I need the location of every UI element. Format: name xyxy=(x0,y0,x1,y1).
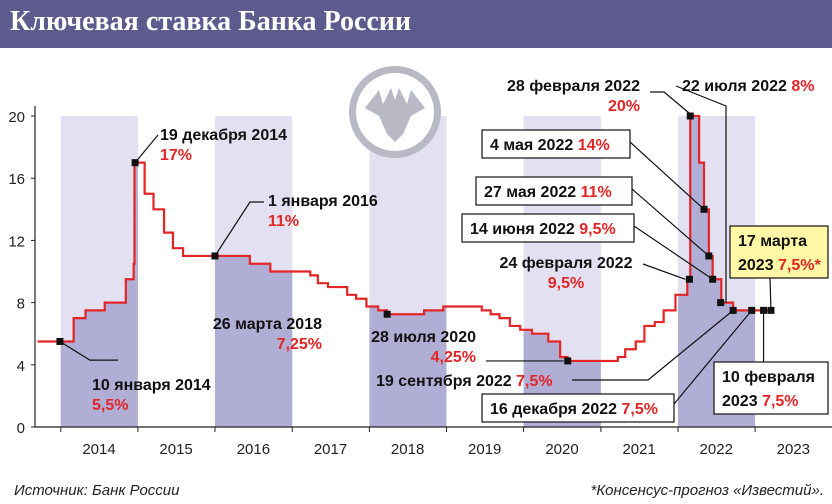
annot-2022-02-24-date: 24 февраля 2022 xyxy=(500,255,633,272)
leader-2022-02-28 xyxy=(650,91,691,115)
header-bar: Ключевая ставка Банка России xyxy=(0,0,832,48)
annot-2022-07-date: 22 июля 2022 8% xyxy=(682,78,814,95)
leader-2014-12 xyxy=(134,134,159,164)
leader-2022-05-27 xyxy=(631,188,710,257)
page-title: Ключевая ставка Банка России xyxy=(10,6,412,37)
annot-2022-02-28-value: 20% xyxy=(608,98,640,115)
x-tick-label: 2018 xyxy=(391,441,424,458)
x-tick-label: 2020 xyxy=(545,441,578,458)
marker-2022-07 xyxy=(717,299,725,307)
annot-2022-07-value: 8% xyxy=(791,78,814,95)
annot-2023-03-date: 17 марта xyxy=(738,233,807,250)
annot-2023-03-value: 7,5%* xyxy=(778,257,821,274)
double-headed-eagle-icon xyxy=(349,66,441,158)
forecast-box xyxy=(729,225,829,279)
x-tick-label: 2022 xyxy=(700,441,733,458)
leader-2022-05-04 xyxy=(629,141,705,210)
marker-2016-01 xyxy=(211,252,219,260)
annot-2022-12-date: 16 декабря 2022 7,5% xyxy=(490,401,658,418)
annot-2018-03-value: 7,25% xyxy=(277,336,322,353)
leader-2016-01 xyxy=(214,201,264,257)
x-tick-label: 2015 xyxy=(159,441,192,458)
marker-2022-02-28 xyxy=(686,112,694,120)
annot-2016-01-date: 1 января 2016 xyxy=(268,193,378,210)
leader-2022-06 xyxy=(633,225,713,280)
y-tick-label: 16 xyxy=(8,171,25,188)
annot-2023-03-year: 2023 7,5%* xyxy=(738,257,822,274)
annot-2023-02-box xyxy=(713,361,829,415)
annot-2014-01-value: 5,5% xyxy=(92,397,128,414)
leader-2022-12 xyxy=(673,309,753,405)
annot-2020-07-value: 4,25% xyxy=(431,349,476,366)
annot-2022-09-date: 19 сентября 2022 7,5% xyxy=(376,373,553,390)
annot-2014-12-value: 17% xyxy=(160,147,192,164)
marker-2022-05-27 xyxy=(705,252,713,260)
annot-2022-09-value: 7,5% xyxy=(516,373,552,390)
annot-2018-03-date: 26 марта 2018 xyxy=(213,316,322,333)
marker-2020-07 xyxy=(564,357,572,365)
marker-2022-02-24 xyxy=(685,275,693,283)
annot-2023-02-date: 10 февраля xyxy=(722,369,815,386)
annot-2014-12-date: 19 декабря 2014 xyxy=(160,127,287,144)
x-tick-label: 2021 xyxy=(622,441,655,458)
y-tick-label: 4 xyxy=(17,358,25,375)
forecast-note: *Консенсус-прогноз «Известий». xyxy=(590,482,824,499)
leader-2022-09 xyxy=(572,309,734,381)
annot-2022-06-date: 14 июня 2022 9,5% xyxy=(470,221,616,238)
source-note: Источник: Банк России xyxy=(14,482,180,499)
annot-2016-01-value: 11% xyxy=(268,213,299,230)
annot-2023-02-value: 7,5% xyxy=(762,393,798,410)
leader-2014-01 xyxy=(59,340,118,361)
annot-2022-06-box xyxy=(461,213,635,243)
annot-2020-07-date: 28 июля 2020 xyxy=(371,329,476,346)
annot-2022-02-28-date: 28 февраля 2022 xyxy=(507,78,640,95)
annot-2022-05-27-box xyxy=(475,176,633,206)
x-tick-label: 2019 xyxy=(468,441,501,458)
rate-chart: 0 4 8 12 16 20 2014 2015 2016 2017 2018 2019 2020 202… xyxy=(8,66,832,458)
rate-area xyxy=(60,116,756,427)
annot-2022-05-27-value: 11% xyxy=(581,184,612,201)
y-tick-label: 20 xyxy=(8,109,25,126)
eagle-shape xyxy=(365,88,425,142)
y-tick-label: 12 xyxy=(8,233,25,250)
leader-2022-07 xyxy=(675,85,727,303)
annot-2014-01-date: 10 января 2014 xyxy=(92,377,211,394)
leader-2022-02-24 xyxy=(642,263,686,280)
x-tick-label: 2016 xyxy=(237,441,270,458)
annot-2022-02-24-value: 9,5% xyxy=(548,275,584,292)
annot-2023-02-year: 2023 7,5% xyxy=(722,393,799,410)
marker-2018-03 xyxy=(383,310,391,318)
annot-2022-05-27-date: 27 мая 2022 11% xyxy=(484,184,612,201)
annot-2022-12-box xyxy=(481,393,675,423)
leader-2023-03 xyxy=(769,277,772,311)
annot-2022-12-value: 7,5% xyxy=(621,401,657,418)
y-tick-label: 8 xyxy=(17,296,25,313)
annot-2022-05-04-box xyxy=(481,129,631,159)
annot-2022-05-04-value: 14% xyxy=(578,137,610,154)
x-tick-label: 2014 xyxy=(82,441,115,458)
y-tick-label: 0 xyxy=(17,420,25,437)
x-tick-label: 2017 xyxy=(314,441,347,458)
annot-2022-06-value: 9,5% xyxy=(579,221,615,238)
annot-2022-05-04-date: 4 мая 2022 14% xyxy=(490,137,610,154)
x-tick-label: 2023 xyxy=(777,441,810,458)
